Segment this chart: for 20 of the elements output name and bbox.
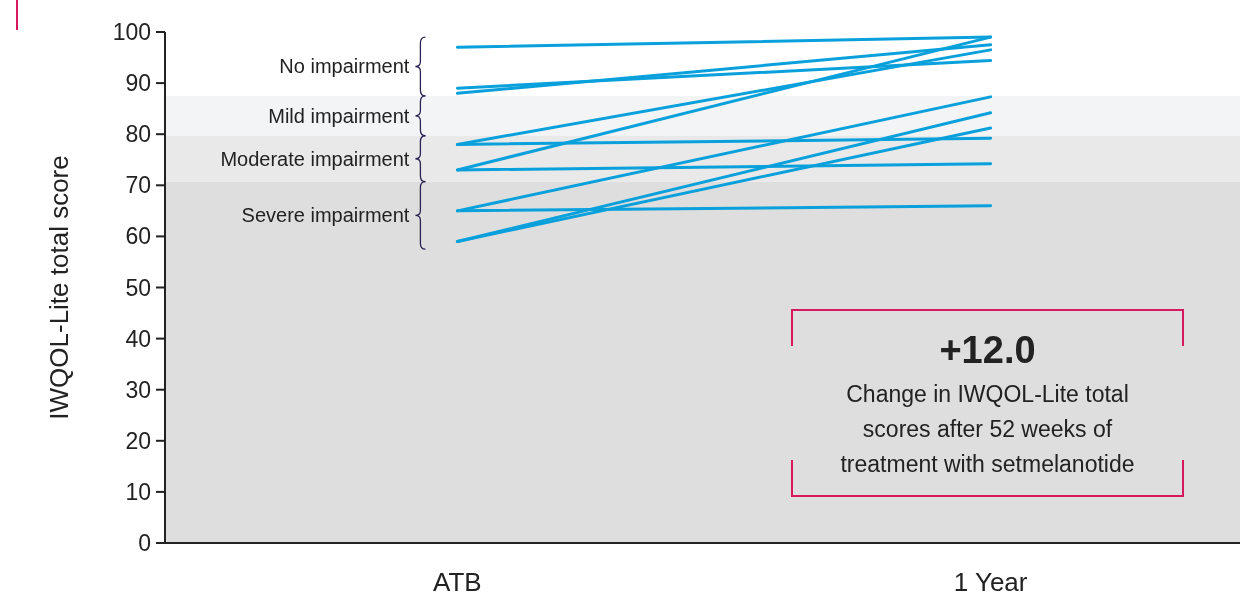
y-axis-title: IWQOL-Lite total score (44, 155, 74, 420)
annotation: +12.0 (939, 329, 1036, 371)
x-tick-label: ATB (433, 567, 482, 597)
y-tick-label: 100 (112, 19, 151, 46)
band-label: Mild impairment (268, 104, 410, 127)
y-tick-label: 10 (125, 478, 151, 505)
band-label: Moderate impairment (220, 147, 410, 170)
annotation: No impairment (279, 55, 410, 78)
y-tick-label: 90 (125, 70, 151, 97)
y-tick-label: 50 (125, 274, 151, 301)
y-tick-label: 40 (125, 325, 151, 352)
x-tick-label: 1 Year (953, 567, 1028, 597)
band-label: Severe impairment (241, 204, 410, 227)
y-tick-label: 30 (125, 376, 151, 403)
y-tick-label: 70 (125, 172, 151, 199)
y-tick-label: 60 (125, 223, 151, 250)
y-tick-label: 0 (138, 530, 151, 557)
y-tick-label: 80 (125, 121, 151, 148)
y-tick-label: 20 (125, 427, 151, 454)
annotation: Change in IWQOL-Lite total scores after 52 weeks of treatment with setmelanotide (840, 381, 1135, 477)
